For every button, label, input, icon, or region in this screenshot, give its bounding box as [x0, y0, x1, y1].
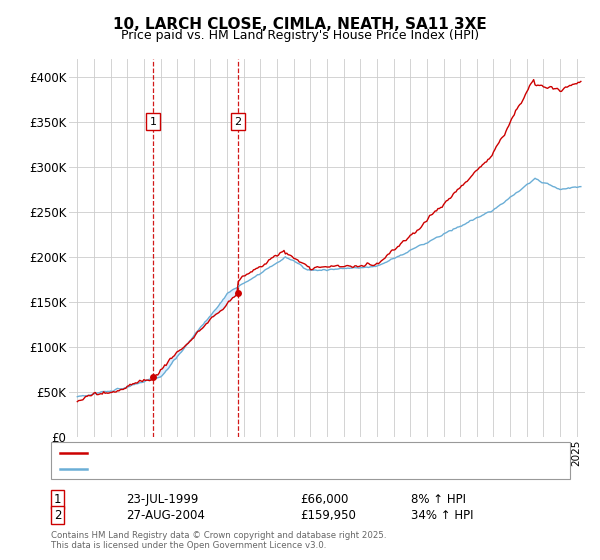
- Text: Contains HM Land Registry data © Crown copyright and database right 2025.
This d: Contains HM Land Registry data © Crown c…: [51, 531, 386, 550]
- Text: 2: 2: [235, 117, 242, 127]
- Text: 10, LARCH CLOSE, CIMLA, NEATH, SA11 3XE (detached house): 10, LARCH CLOSE, CIMLA, NEATH, SA11 3XE …: [90, 447, 431, 458]
- Text: £159,950: £159,950: [300, 508, 356, 522]
- Text: 10, LARCH CLOSE, CIMLA, NEATH, SA11 3XE: 10, LARCH CLOSE, CIMLA, NEATH, SA11 3XE: [113, 17, 487, 32]
- Text: 8% ↑ HPI: 8% ↑ HPI: [411, 493, 466, 506]
- Text: Price paid vs. HM Land Registry's House Price Index (HPI): Price paid vs. HM Land Registry's House …: [121, 29, 479, 42]
- Text: 34% ↑ HPI: 34% ↑ HPI: [411, 508, 473, 522]
- Text: £66,000: £66,000: [300, 493, 349, 506]
- Text: 1: 1: [149, 117, 157, 127]
- Text: 1: 1: [54, 493, 61, 506]
- Text: HPI: Average price, detached house, Neath Port Talbot: HPI: Average price, detached house, Neat…: [90, 464, 386, 474]
- Text: 2: 2: [54, 508, 61, 522]
- Text: 27-AUG-2004: 27-AUG-2004: [126, 508, 205, 522]
- Text: 23-JUL-1999: 23-JUL-1999: [126, 493, 199, 506]
